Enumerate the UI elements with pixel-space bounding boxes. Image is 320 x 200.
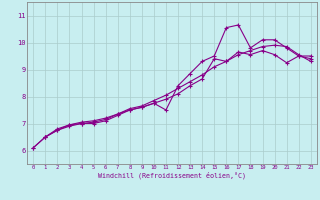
- X-axis label: Windchill (Refroidissement éolien,°C): Windchill (Refroidissement éolien,°C): [98, 172, 246, 179]
